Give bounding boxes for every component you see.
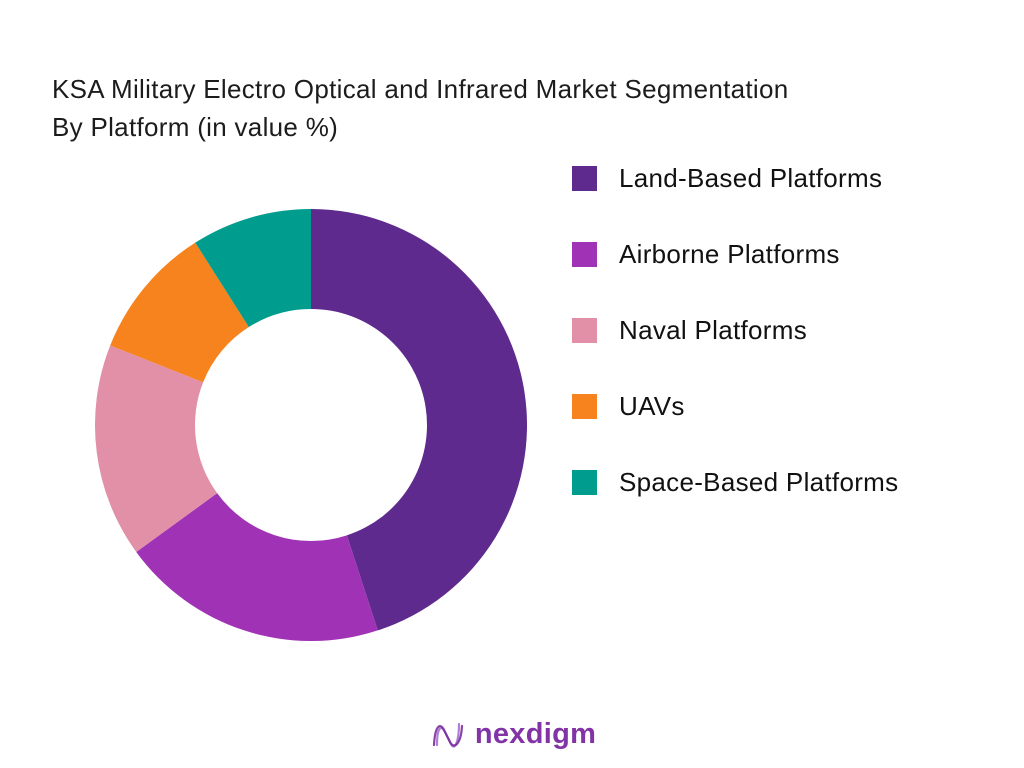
legend-item: Airborne Platforms <box>572 239 898 270</box>
brand-footer: nexdigm <box>0 714 1024 754</box>
donut-segment <box>95 345 218 552</box>
legend-label: Space-Based Platforms <box>619 467 899 497</box>
chart-title-line2: By Platform (in value %) <box>52 112 339 142</box>
donut-svg <box>95 209 528 642</box>
legend-swatch <box>572 242 597 267</box>
legend-label: Land-Based Platforms <box>619 163 883 193</box>
brand-name: nexdigm <box>474 717 597 750</box>
donut-segment <box>195 209 311 328</box>
legend-swatch <box>572 394 597 419</box>
donut-chart <box>95 209 528 642</box>
legend-label: Airborne Platforms <box>619 239 840 269</box>
legend-item: Land-Based Platforms <box>572 163 898 194</box>
nexdigm-logo-icon <box>432 722 463 748</box>
legend-label: Naval Platforms <box>619 315 807 345</box>
legend-swatch <box>572 166 597 191</box>
donut-segment <box>110 242 249 383</box>
donut-segment <box>136 493 378 642</box>
chart-legend: Land-Based Platforms Airborne Platforms … <box>572 163 898 498</box>
donut-segment <box>311 209 528 631</box>
legend-swatch <box>572 318 597 343</box>
legend-label: UAVs <box>619 391 685 421</box>
legend-swatch <box>572 470 597 495</box>
legend-item: Space-Based Platforms <box>572 467 898 498</box>
chart-title: KSA Military Electro Optical and Infrare… <box>52 70 789 146</box>
chart-title-line1: KSA Military Electro Optical and Infrare… <box>52 74 789 104</box>
legend-item: Naval Platforms <box>572 315 898 346</box>
legend-item: UAVs <box>572 391 898 422</box>
